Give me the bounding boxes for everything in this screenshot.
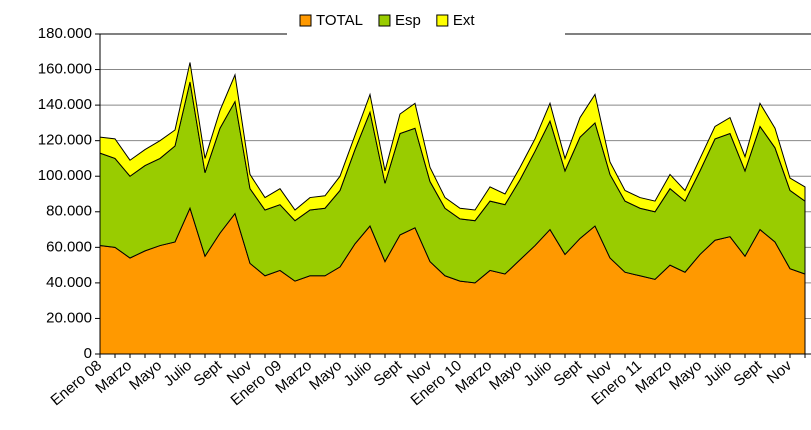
x-tick-label: Mayo [126, 357, 165, 394]
x-tick-label: Julio [341, 357, 376, 390]
y-tick-label: 60.000 [46, 238, 92, 255]
x-tick-label: Sept [191, 357, 226, 390]
x-tick-label: Mayo [486, 357, 525, 394]
y-tick-label: 80.000 [46, 203, 92, 220]
legend-bg [287, 12, 565, 40]
y-tick-label: 20.000 [46, 309, 92, 326]
x-tick-label: Julio [701, 357, 736, 390]
x-tick-label: Sept [551, 357, 586, 390]
x-tick-label: Julio [161, 357, 196, 390]
y-tick-label: 160.000 [38, 61, 92, 78]
y-tick-label: 180.000 [38, 25, 92, 42]
x-tick-label: Sept [731, 357, 766, 390]
x-tick-label: Mayo [666, 357, 705, 394]
legend-swatch [299, 14, 312, 27]
legend-swatch [378, 14, 391, 27]
y-tick-label: 120.000 [38, 132, 92, 149]
x-tick-label: Julio [521, 357, 556, 390]
x-tick-label: Sept [371, 357, 406, 390]
y-tick-label: 40.000 [46, 274, 92, 291]
area [99, 62, 806, 222]
area [99, 81, 806, 284]
legend-label: Ext [453, 12, 476, 29]
legend-label: Esp [395, 12, 421, 29]
y-tick-label: 140.000 [38, 96, 92, 113]
x-tick-label: Nov [764, 357, 796, 387]
legend-label: TOTAL [316, 12, 363, 29]
x-tick-label: Mayo [306, 357, 345, 394]
legend-swatch [436, 14, 449, 27]
y-tick-label: 0 [84, 345, 92, 362]
y-tick-label: 100.000 [38, 167, 92, 184]
legend: TOTAL Esp Ext [287, 12, 565, 40]
